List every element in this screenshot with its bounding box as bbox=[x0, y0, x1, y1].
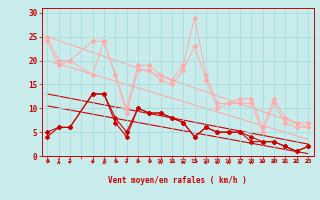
X-axis label: Vent moyen/en rafales ( km/h ): Vent moyen/en rafales ( km/h ) bbox=[108, 176, 247, 185]
